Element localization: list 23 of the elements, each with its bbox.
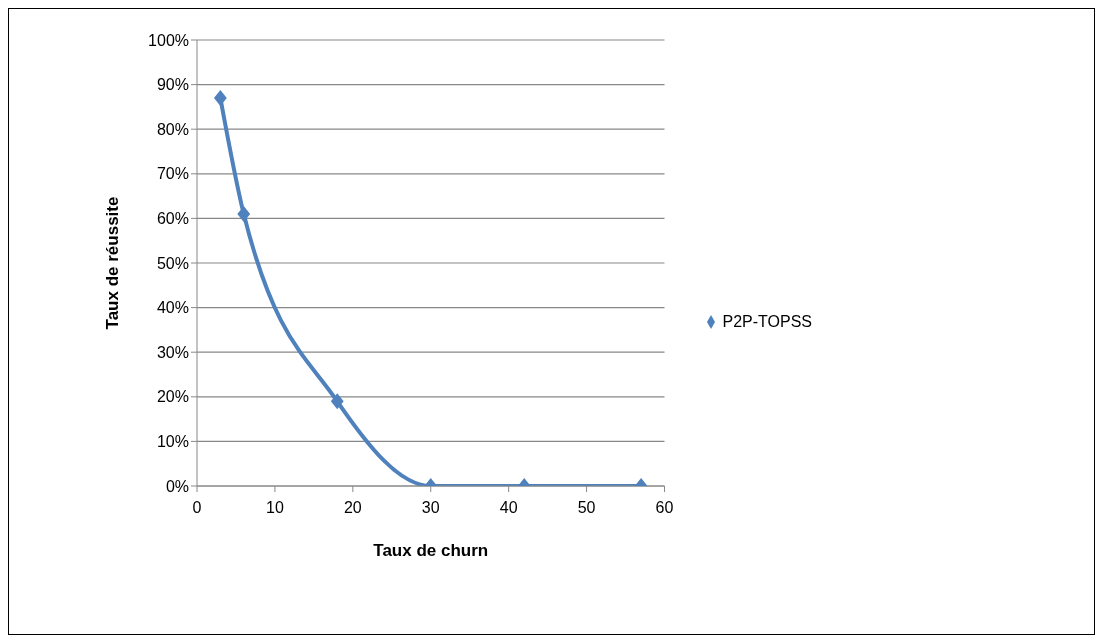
x-tick-label: 40	[499, 499, 518, 517]
y-tick-label: 100%	[148, 31, 189, 49]
y-tick-label: 60%	[156, 210, 189, 228]
point	[237, 205, 251, 222]
y-tick-label: 80%	[156, 120, 189, 138]
x-tick-label: 0	[192, 499, 202, 517]
x-axis-title: Taux de churn	[373, 541, 489, 560]
y-axis-title: Taux de réussite	[103, 196, 123, 330]
y-tick-label: 50%	[156, 254, 189, 272]
y-tick-label: 40%	[156, 299, 189, 317]
point	[213, 89, 227, 106]
y-tick-label: 30%	[156, 343, 189, 361]
x-tick-label: 20	[343, 499, 362, 517]
x-tick-label: 50	[577, 499, 596, 517]
y-tick-label: 90%	[156, 76, 189, 94]
x-tick-label: 30	[421, 499, 440, 517]
y-tick-label: 20%	[156, 388, 189, 406]
legend-label: P2P-TOPSS	[722, 312, 812, 330]
y-tick-label: 0%	[165, 477, 189, 495]
y-tick-label: 10%	[156, 433, 189, 451]
x-tick-label: 10	[266, 499, 284, 517]
x-tick-label: 60	[655, 499, 674, 517]
y-tick-label: 70%	[156, 165, 189, 183]
